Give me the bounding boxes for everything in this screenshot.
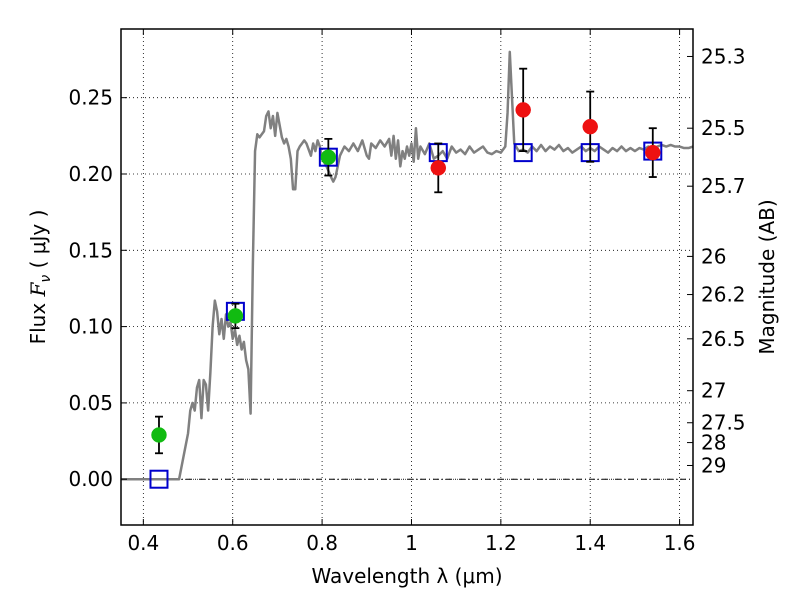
red-data-point [582, 118, 598, 135]
y-axis-label-symbol: F [26, 281, 50, 297]
y-axis-label: Flux Fν ( μJy ) [26, 210, 54, 345]
red-data-point [430, 160, 447, 176]
x-tick-label: 1 [405, 531, 418, 555]
right-axis-label: Magnitude (AB) [755, 199, 779, 354]
y-tick-label: 0.05 [68, 391, 113, 415]
right-tick-label: 25.7 [701, 174, 746, 198]
y-axis-label-prefix: Flux [26, 296, 50, 344]
ticks: 0.4 0.6 0.8 1 1.2 1.4 1.6 0.00 0.05 0.10 0.15 0.20 0… [68, 29, 746, 555]
green-data-point [320, 149, 337, 165]
model-sed-line [121, 50, 694, 481]
y-tick-label: 0.00 [68, 467, 113, 491]
x-tick-label: 1.2 [485, 531, 517, 555]
right-tick-label: 26.5 [701, 327, 746, 351]
green-data-point [227, 308, 244, 324]
y-tick-label: 0.15 [68, 238, 113, 262]
series-layer [121, 50, 694, 489]
x-tick-label: 1.4 [574, 531, 606, 555]
right-tick-label: 27 [701, 379, 726, 403]
x-tick-label: 0.4 [127, 531, 159, 555]
model-band-square [149, 469, 169, 489]
x-tick-label: 0.6 [217, 531, 249, 555]
y-axis-label-subscript: ν [38, 275, 54, 283]
y-tick-label: 0.10 [68, 315, 113, 339]
right-tick-label: 26.2 [701, 283, 746, 307]
right-tick-label: 29 [701, 453, 726, 477]
x-tick-label: 0.8 [306, 531, 338, 555]
red-data-point [515, 102, 531, 118]
right-tick-label: 25.5 [701, 116, 746, 140]
plot-frame [120, 28, 694, 526]
y-tick-label: 0.25 [68, 86, 113, 110]
right-tick-label: 26 [701, 244, 726, 268]
right-tick-label: 27.5 [701, 411, 746, 435]
x-axis-label: Wavelength λ (μm) [311, 564, 502, 588]
x-tick-label: 1.6 [664, 531, 696, 555]
green-data-point [151, 427, 167, 443]
plot-background [121, 29, 693, 525]
right-tick-label: 25.3 [701, 44, 746, 68]
grid [121, 29, 693, 525]
red-data-point [645, 144, 661, 161]
y-axis-label-suffix: ( μJy ) [26, 210, 50, 275]
right-tick-label: 28 [701, 431, 726, 455]
y-tick-label: 0.20 [68, 162, 113, 186]
